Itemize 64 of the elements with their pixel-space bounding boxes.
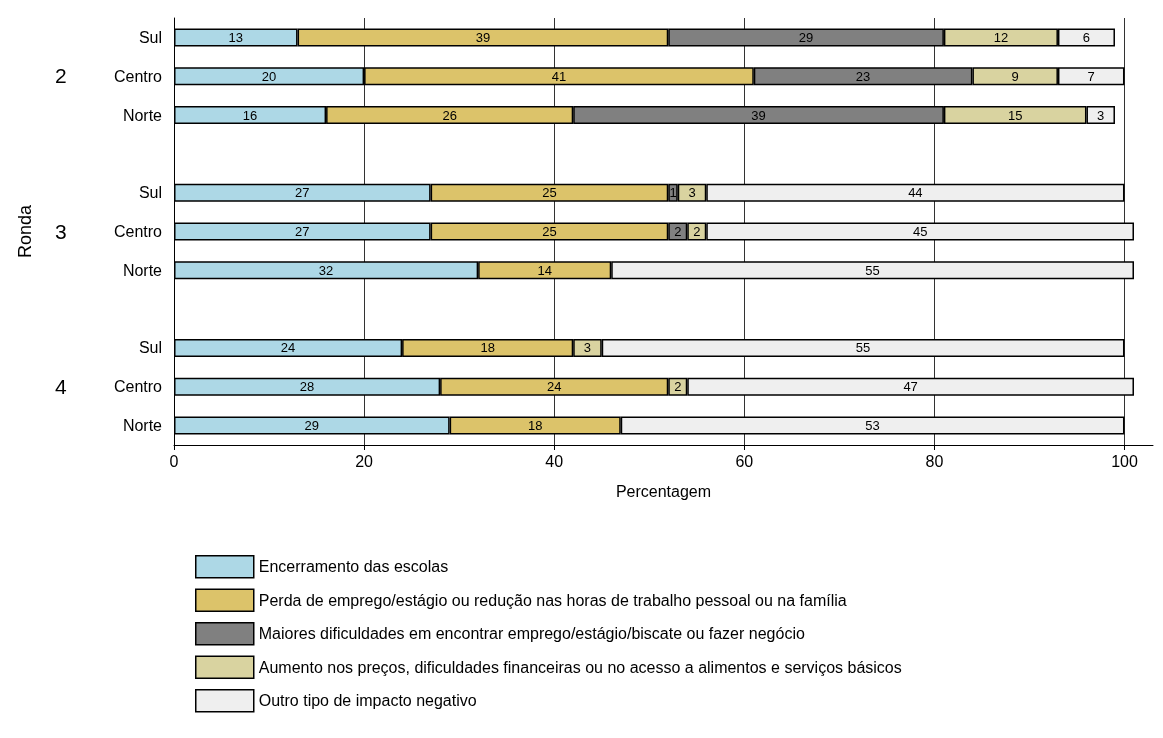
data-label: 2 bbox=[674, 224, 682, 239]
data-label: 25 bbox=[542, 185, 557, 201]
data-label: 23 bbox=[855, 68, 871, 84]
x-axis-title: Percentagem bbox=[615, 482, 712, 500]
data-label: 24 bbox=[546, 379, 562, 395]
data-label: 13 bbox=[228, 29, 244, 45]
data-label: 27 bbox=[295, 185, 310, 201]
y-tick-label: Sul bbox=[138, 184, 162, 202]
y-tick-label: Centro bbox=[113, 223, 163, 240]
y-axis-title: Ronda bbox=[15, 203, 35, 259]
data-label: 12 bbox=[993, 29, 1009, 45]
data-label: 18 bbox=[480, 340, 495, 356]
x-tick-label: 40 bbox=[545, 452, 564, 470]
text: 4 bbox=[55, 374, 67, 398]
y-tick-label: Norte bbox=[122, 417, 163, 435]
data-label: 53 bbox=[865, 418, 880, 434]
data-label: 18 bbox=[527, 418, 543, 434]
data-label: 6 bbox=[1082, 29, 1091, 45]
legend-label: Perda de emprego/estágio ou redução nas horas de trabalho pessoal ou na família bbox=[258, 591, 847, 609]
x-tick-label: 80 bbox=[925, 452, 944, 470]
data-label: 55 bbox=[865, 262, 880, 278]
data-label: 16 bbox=[242, 107, 258, 123]
data-label: 29 bbox=[304, 418, 320, 434]
data-label: 25 bbox=[542, 224, 557, 239]
data-label: 2 bbox=[693, 224, 701, 239]
y-tick-label: Sul bbox=[138, 339, 162, 357]
x-tick-label: 60 bbox=[735, 452, 754, 470]
y-tick-label: Sul bbox=[138, 28, 162, 46]
data-label: 14 bbox=[537, 262, 552, 278]
data-label: 39 bbox=[475, 29, 491, 45]
data-label: 9 bbox=[1011, 68, 1019, 84]
x-tick-label: 20 bbox=[355, 452, 374, 470]
data-label: 28 bbox=[299, 379, 315, 395]
data-label: 29 bbox=[798, 29, 814, 45]
data-label: 26 bbox=[442, 107, 457, 123]
data-label: 44 bbox=[908, 185, 923, 201]
data-label: 1 bbox=[669, 185, 677, 201]
x-tick-label: 0 bbox=[169, 452, 179, 470]
text: 3 bbox=[55, 219, 67, 243]
data-label: 3 bbox=[688, 185, 696, 201]
text: 2 bbox=[55, 64, 67, 88]
y-tick-label: Norte bbox=[122, 261, 163, 279]
data-label: 15 bbox=[1007, 107, 1023, 123]
legend-label: Outro tipo de impacto negativo bbox=[258, 692, 477, 710]
data-label: 2 bbox=[674, 379, 682, 395]
data-label: 24 bbox=[280, 340, 296, 356]
data-label: 32 bbox=[318, 262, 334, 278]
data-label: 41 bbox=[551, 68, 567, 84]
legend-label: Aumento nos preços, dificuldades financeiras ou no acesso a alimentos e serviços básicos bbox=[258, 658, 902, 676]
data-label: 7 bbox=[1087, 68, 1095, 84]
data-label: 27 bbox=[295, 224, 310, 239]
data-label: 39 bbox=[751, 107, 766, 123]
legend-label: Encerramento das escolas bbox=[258, 558, 449, 576]
y-tick-label: Centro bbox=[113, 378, 163, 396]
data-label: 45 bbox=[912, 224, 928, 239]
data-label: 55 bbox=[855, 340, 871, 356]
legend-label: Maiores dificuldades em encontrar emprego/estágio/biscate ou fazer negócio bbox=[258, 625, 805, 643]
y-tick-label: Centro bbox=[113, 67, 163, 85]
y-tick-label: Norte bbox=[122, 106, 163, 124]
data-label: 3 bbox=[1097, 107, 1105, 123]
data-label: 47 bbox=[903, 379, 918, 395]
data-label: 20 bbox=[261, 68, 277, 84]
data-label: 3 bbox=[583, 340, 592, 356]
x-tick-label: 100 bbox=[1111, 452, 1138, 470]
